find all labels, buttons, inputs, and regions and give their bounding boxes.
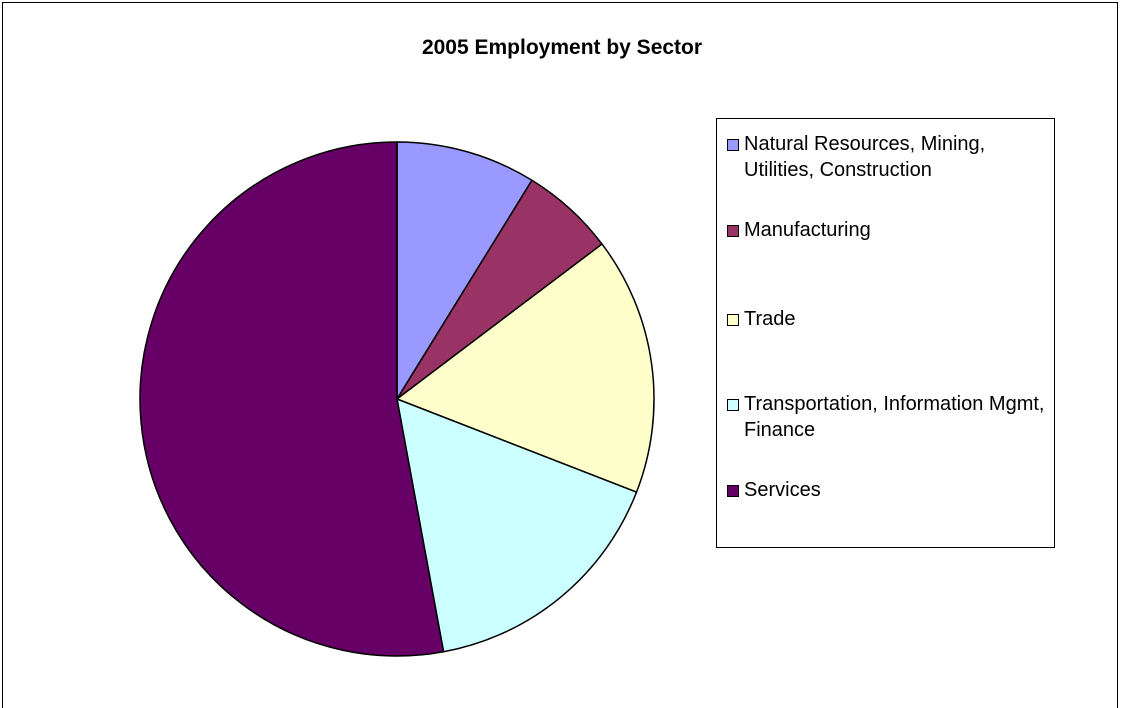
legend-item-services: Services [727, 477, 1047, 503]
legend-label-services: Services [744, 479, 821, 501]
legend-label-manufacturing: Manufacturing [744, 219, 871, 241]
pie-slice-transportation [396, 398, 638, 653]
legend-swatch-services [727, 485, 739, 497]
legend-label-natural-resources: Natural Resources, Mining, Utilities, Co… [744, 133, 986, 181]
pie-slice-services [139, 141, 445, 657]
legend-swatch-manufacturing [727, 225, 739, 237]
legend-item-manufacturing: Manufacturing [727, 217, 1047, 243]
pie-slice-trade [396, 243, 655, 493]
legend-item-trade: Trade [727, 306, 1047, 332]
legend-label-transportation: Transportation, Information Mgmt, Financ… [744, 393, 1045, 441]
legend-swatch-natural-resources [727, 139, 739, 151]
legend-label-trade: Trade [744, 308, 796, 330]
legend-swatch-trade [727, 314, 739, 326]
legend: Natural Resources, Mining, Utilities, Co… [716, 118, 1055, 548]
legend-swatch-transportation [727, 399, 739, 411]
legend-item-transportation: Transportation, Information Mgmt, Financ… [727, 391, 1047, 443]
legend-item-natural-resources: Natural Resources, Mining, Utilities, Co… [727, 131, 1047, 183]
chart-title: 2005 Employment by Sector [421, 36, 703, 59]
pie-slice-natural-resources [396, 141, 533, 400]
